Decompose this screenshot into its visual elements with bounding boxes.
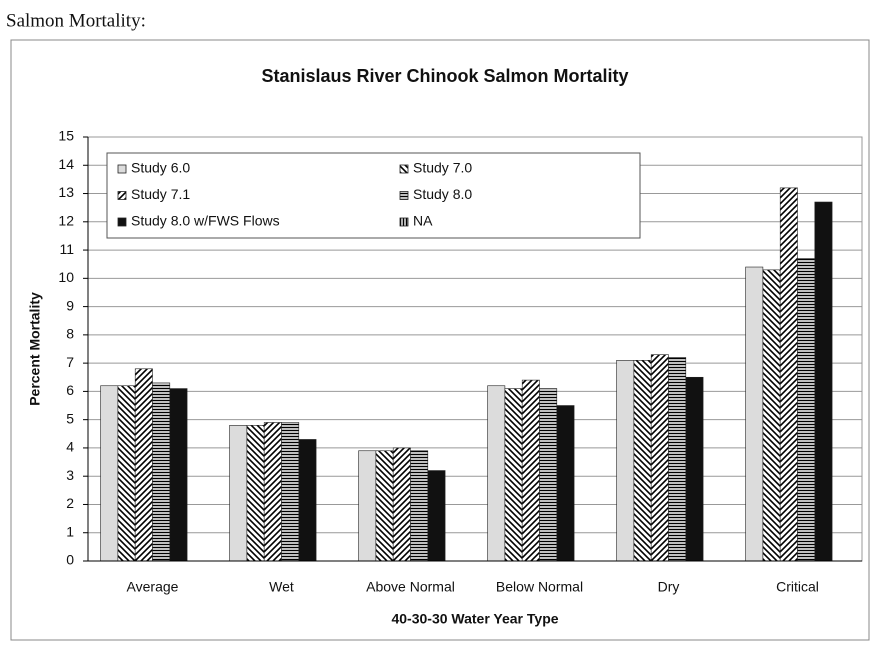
bar <box>263 422 282 562</box>
y-tick-label: 1 <box>66 523 74 539</box>
legend-label: NA <box>413 213 433 229</box>
bar <box>814 201 833 562</box>
bar <box>410 450 429 562</box>
legend-swatch <box>117 217 127 227</box>
y-tick-label: 8 <box>66 326 74 342</box>
y-tick-label: 4 <box>66 439 74 455</box>
bar <box>779 187 798 562</box>
chart-title: Stanislaus River Chinook Salmon Mortalit… <box>261 66 628 86</box>
legend-label: Study 8.0 <box>413 186 472 202</box>
legend-label: Study 8.0 w/FWS Flows <box>131 213 280 229</box>
y-tick-label: 5 <box>66 410 74 426</box>
bar <box>281 422 300 562</box>
legend-label: Study 7.0 <box>413 160 472 176</box>
x-tick-label: Below Normal <box>496 579 583 595</box>
bar <box>229 425 248 562</box>
bar <box>246 425 265 562</box>
legend-swatch <box>117 191 127 200</box>
x-axis-label: 40-30-30 Water Year Type <box>391 611 558 627</box>
legend-box <box>106 152 641 239</box>
bar <box>169 388 188 562</box>
bar <box>117 385 136 562</box>
bar <box>668 357 687 562</box>
bar <box>504 388 523 562</box>
bar <box>392 447 411 562</box>
bar <box>427 470 446 562</box>
bar <box>633 360 652 562</box>
legend-swatch <box>399 191 409 200</box>
bar <box>797 258 816 562</box>
legend-label: Study 7.1 <box>131 186 190 202</box>
legend-swatch <box>399 217 409 227</box>
bar <box>539 388 558 562</box>
legend-swatch <box>399 164 409 174</box>
y-tick-label: 7 <box>66 354 74 370</box>
x-tick-label: Critical <box>776 579 819 595</box>
bar <box>745 266 764 562</box>
x-tick-label: Average <box>127 579 179 595</box>
bar <box>521 379 540 562</box>
bar <box>100 385 119 562</box>
y-tick-label: 3 <box>66 467 74 483</box>
heading: Salmon Mortality: <box>6 10 146 31</box>
bar <box>685 376 704 562</box>
bar <box>298 439 317 562</box>
y-tick-label: 6 <box>66 382 74 398</box>
y-tick-label: 13 <box>58 184 74 200</box>
x-tick-label: Above Normal <box>366 579 455 595</box>
bar <box>152 382 171 562</box>
bar <box>650 354 669 562</box>
bar <box>375 450 394 562</box>
y-tick-label: 2 <box>66 495 74 511</box>
bar <box>616 360 635 562</box>
y-tick-label: 9 <box>66 297 74 313</box>
y-tick-label: 15 <box>58 128 74 144</box>
legend-swatch <box>117 164 127 174</box>
bar <box>358 450 377 562</box>
legend-label: Study 6.0 <box>131 160 190 176</box>
y-tick-label: 12 <box>58 213 74 229</box>
bar <box>556 405 575 562</box>
x-tick-label: Dry <box>658 579 680 595</box>
x-tick-label: Wet <box>269 579 294 595</box>
y-axis-label: Percent Mortality <box>27 292 43 406</box>
bar <box>487 385 506 562</box>
y-tick-label: 10 <box>58 269 74 285</box>
y-tick-label: 11 <box>59 241 74 257</box>
chart-frame <box>10 39 870 641</box>
bar <box>762 269 781 562</box>
y-tick-label: 14 <box>58 156 74 172</box>
bar <box>134 368 153 562</box>
y-tick-label: 0 <box>66 552 74 568</box>
